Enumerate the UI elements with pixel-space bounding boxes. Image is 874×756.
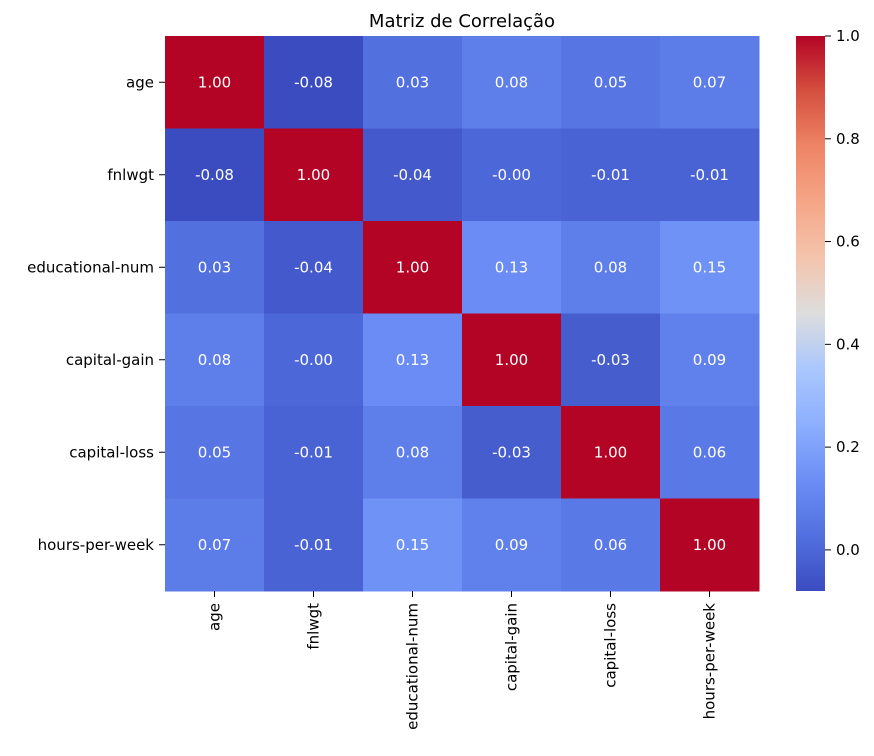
heatmap-cell (561, 498, 661, 592)
cell-annotation: -0.01 (690, 166, 729, 184)
cell-annotation: -0.03 (492, 443, 531, 461)
heatmap-cell (264, 406, 364, 499)
heatmap-cell (660, 128, 760, 222)
colorbar: 0.0 0.2 0.4 0.6 0.8 1.0 (796, 27, 860, 591)
cell-annotation: -0.00 (294, 351, 333, 369)
heatmap-cell (363, 36, 463, 129)
heatmap-cell (660, 498, 760, 592)
cell-annotation: 0.03 (396, 73, 429, 91)
cell-annotation: 0.08 (495, 73, 528, 91)
heatmap-cell (264, 498, 364, 592)
cell-annotation: 0.07 (693, 73, 726, 91)
heatmap-cell (165, 498, 265, 592)
cell-annotation: 0.15 (396, 536, 429, 554)
cell-annotation: 1.00 (297, 166, 330, 184)
colorbar-tick-label: 0.6 (836, 233, 860, 251)
heatmap-cell (165, 128, 265, 222)
heatmap-cell (561, 221, 661, 314)
cell-annotation: 1.00 (396, 258, 429, 276)
heatmap-cell (264, 313, 364, 407)
colorbar-tick-label: 1.0 (836, 27, 860, 45)
row-label: fnlwgt (107, 166, 154, 184)
cell-annotation: 0.05 (594, 73, 627, 91)
heatmap-cell (462, 406, 562, 499)
heatmap-cell (561, 36, 661, 129)
heatmap-cell (561, 128, 661, 222)
row-label: hours-per-week (38, 536, 155, 554)
heatmap-cell (660, 36, 760, 129)
cell-annotation: -0.08 (195, 166, 234, 184)
heatmap-cell (165, 313, 265, 407)
colorbar-gradient (796, 36, 825, 591)
cell-annotation: 0.07 (198, 536, 231, 554)
column-label: educational-num (404, 603, 422, 730)
row-labels: age fnlwgt educational-num capital-gain capi… (27, 73, 165, 554)
cell-annotation: -0.00 (492, 166, 531, 184)
heatmap-cell (165, 406, 265, 499)
cell-annotation: 1.00 (495, 351, 528, 369)
heatmap-cell (264, 36, 364, 129)
colorbar-tick-label: 0.0 (836, 541, 860, 559)
colorbar-tick-label: 0.2 (836, 438, 860, 456)
column-label: fnlwgt (305, 603, 323, 650)
column-label: age (206, 603, 224, 631)
heatmap-cell (363, 406, 463, 499)
row-label: capital-gain (66, 351, 154, 369)
cell-annotation: 1.00 (594, 443, 627, 461)
cell-annotation: 1.00 (198, 73, 231, 91)
cell-annotation: 0.13 (495, 258, 528, 276)
heatmap-cell (462, 498, 562, 592)
heatmap-cell (660, 221, 760, 314)
column-label: hours-per-week (701, 603, 719, 720)
heatmap-cell (165, 36, 265, 129)
heatmap-cell (264, 221, 364, 314)
heatmap-cell (363, 221, 463, 314)
heatmap-cells: 1.00 -0.08 0.03 0.08 0.05 0.07 -0.08 1.00 -0.04 -… (165, 36, 760, 592)
heatmap-cell (462, 128, 562, 222)
cell-annotation: -0.04 (393, 166, 432, 184)
cell-annotation: -0.08 (294, 73, 333, 91)
heatmap-cell (462, 221, 562, 314)
column-label: capital-gain (503, 603, 521, 691)
cell-annotation: -0.03 (591, 351, 630, 369)
heatmap-cell (462, 36, 562, 129)
colorbar-tick-label: 0.8 (836, 130, 860, 148)
heatmap-cell (660, 406, 760, 499)
cell-annotation: 0.15 (693, 258, 726, 276)
cell-annotation: -0.01 (294, 536, 333, 554)
heatmap-cell (363, 498, 463, 592)
cell-annotation: 0.08 (396, 443, 429, 461)
cell-annotation: 0.05 (198, 443, 231, 461)
cell-annotation: 1.00 (693, 536, 726, 554)
cell-annotation: -0.04 (294, 258, 333, 276)
cell-annotation: 0.03 (198, 258, 231, 276)
cell-annotation: 0.08 (198, 351, 231, 369)
heatmap-cell (462, 313, 562, 407)
column-label: capital-loss (602, 603, 620, 688)
heatmap-cell (660, 313, 760, 407)
colorbar-tick-label: 0.4 (836, 335, 860, 353)
cell-annotation: -0.01 (591, 166, 630, 184)
cell-annotation: 0.09 (693, 351, 726, 369)
column-labels: age fnlwgt educational-num capital-gain capi… (206, 591, 719, 730)
row-label: educational-num (27, 258, 154, 276)
row-label: age (126, 73, 154, 91)
cell-annotation: 0.13 (396, 351, 429, 369)
heatmap-cell (264, 128, 364, 222)
heatmap-cell (363, 128, 463, 222)
heatmap-cell (561, 406, 661, 499)
heatmap-cell (165, 221, 265, 314)
heatmap-cell (561, 313, 661, 407)
chart-title: Matriz de Correlação (369, 11, 555, 32)
heatmap-cell (363, 313, 463, 407)
cell-annotation: 0.08 (594, 258, 627, 276)
cell-annotation: 0.09 (495, 536, 528, 554)
cell-annotation: 0.06 (693, 443, 726, 461)
cell-annotation: 0.06 (594, 536, 627, 554)
row-label: capital-loss (69, 443, 154, 461)
cell-annotation: -0.01 (294, 443, 333, 461)
